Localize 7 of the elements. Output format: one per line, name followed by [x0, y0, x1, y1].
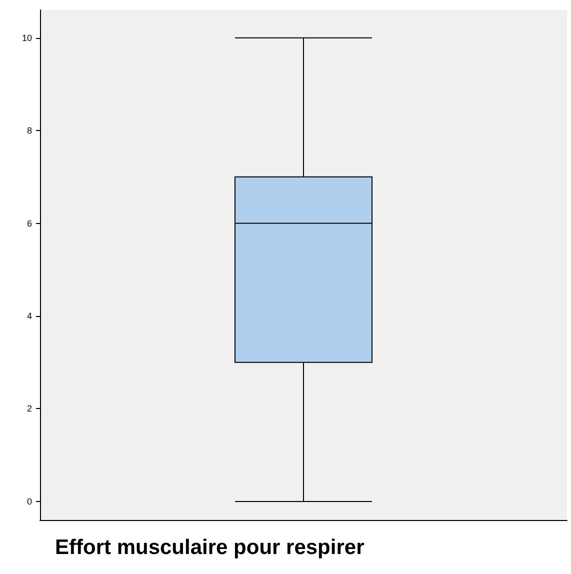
y-tick-label: 4 [26, 311, 32, 321]
y-tick-label: 8 [26, 126, 32, 136]
y-tick-label: 0 [26, 496, 32, 506]
y-tick-label: 6 [26, 218, 32, 228]
x-axis-title: Effort musculaire pour respirer [55, 536, 364, 559]
y-tick-label: 2 [26, 404, 32, 414]
y-tick-label: 10 [22, 32, 32, 43]
